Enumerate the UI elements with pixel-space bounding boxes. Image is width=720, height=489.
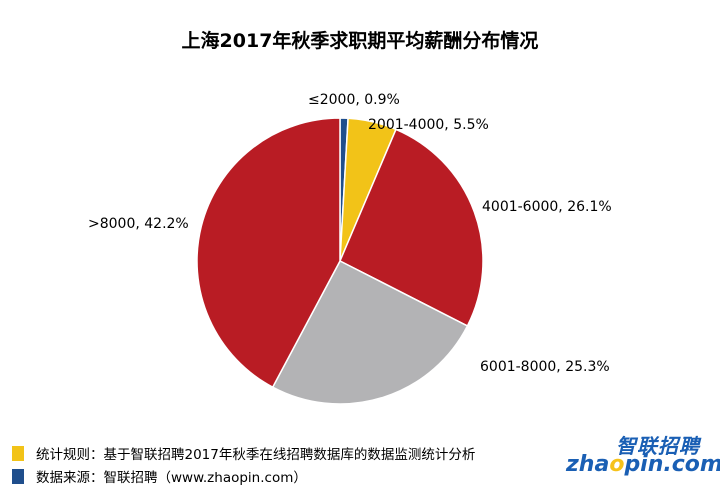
logo-cn-text: 智联招聘 bbox=[616, 434, 700, 458]
footer-note-rule-text: 统计规则：基于智联招聘2017年秋季在线招聘数据库的数据监测统计分析 bbox=[36, 447, 476, 463]
legend-swatch-rule bbox=[12, 445, 24, 461]
legend-swatch-source bbox=[12, 468, 24, 484]
footer-note-source-text: 数据来源：智联招聘（www.zhaopin.com） bbox=[36, 470, 307, 486]
pie-label-4: >8000, 42.2% bbox=[88, 216, 189, 232]
pie-label-2: 4001-6000, 26.1% bbox=[482, 199, 612, 215]
pie-slice-2 bbox=[339, 128, 484, 327]
footer-note-rule: 统计规则：基于智联招聘2017年秋季在线招聘数据库的数据监测统计分析 bbox=[12, 443, 475, 463]
pie-label-0: ≤2000, 0.9% bbox=[308, 92, 400, 108]
pie-label-1: 2001-4000, 5.5% bbox=[368, 117, 489, 133]
logo-en-text: zhaopin.com bbox=[566, 452, 720, 477]
chart-title: 上海2017年秋季求职期平均薪酬分布情况 bbox=[181, 30, 539, 52]
zhaopin-logo: 智联招聘 zhaopin.com bbox=[560, 430, 720, 482]
pie-slice-4 bbox=[196, 117, 341, 389]
pie-label-3: 6001-8000, 25.3% bbox=[480, 359, 610, 375]
footer-note-source: 数据来源：智联招聘（www.zhaopin.com） bbox=[12, 466, 307, 486]
